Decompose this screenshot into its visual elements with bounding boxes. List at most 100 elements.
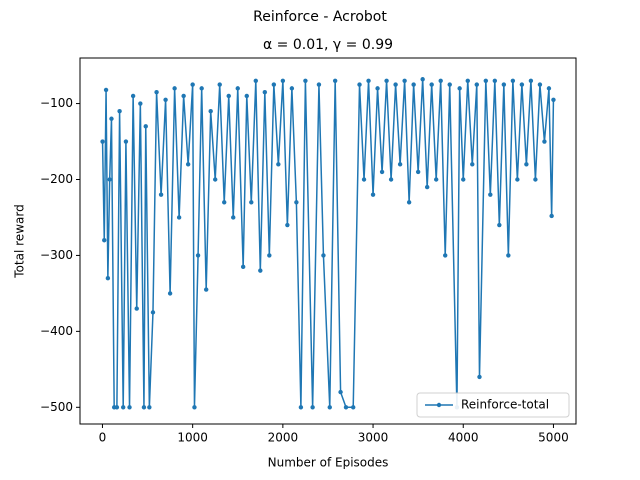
point	[406, 200, 412, 205]
point	[327, 405, 332, 410]
point	[546, 86, 552, 91]
point	[244, 93, 249, 99]
point	[343, 405, 349, 410]
point	[123, 139, 129, 144]
point	[433, 177, 439, 182]
point	[370, 192, 376, 197]
point	[294, 200, 299, 205]
point	[203, 287, 209, 292]
suptitle: Reinforce - Acrobot	[253, 9, 387, 25]
point	[438, 78, 443, 83]
x-tick-label: 4000	[448, 431, 479, 445]
point	[240, 264, 246, 270]
point	[117, 108, 122, 114]
point	[235, 86, 240, 91]
point	[217, 82, 222, 87]
point	[361, 177, 367, 182]
series-line	[101, 79, 555, 409]
point	[280, 78, 286, 83]
point	[143, 124, 148, 129]
point	[388, 177, 394, 182]
x-axis-label: Number of Episodes	[268, 456, 389, 470]
point	[226, 93, 231, 99]
point	[103, 87, 109, 93]
point	[351, 405, 356, 410]
point	[150, 310, 156, 315]
point	[109, 116, 114, 121]
point	[483, 78, 489, 83]
x-tick-label: 1000	[177, 431, 208, 445]
point	[222, 200, 227, 205]
point	[185, 162, 191, 167]
point	[537, 82, 543, 87]
point	[192, 405, 197, 410]
point	[100, 139, 105, 144]
point	[163, 97, 168, 102]
point	[158, 192, 164, 197]
point	[488, 192, 493, 197]
point	[492, 78, 498, 83]
y-tick-label: −500	[40, 400, 73, 414]
point	[147, 405, 152, 410]
point	[375, 86, 380, 91]
point	[461, 177, 466, 182]
point	[141, 405, 147, 410]
point	[303, 78, 308, 83]
point	[127, 405, 132, 410]
point	[510, 78, 516, 83]
legend-label: Reinforce-total	[461, 398, 549, 412]
point	[199, 86, 204, 91]
point	[181, 93, 186, 99]
point	[506, 253, 511, 258]
point	[154, 89, 159, 95]
point	[465, 78, 470, 83]
point	[208, 108, 213, 114]
point	[138, 101, 143, 106]
point	[332, 78, 338, 83]
point	[249, 200, 254, 205]
point	[549, 213, 554, 219]
point	[105, 276, 111, 281]
point	[310, 405, 315, 410]
point	[443, 253, 448, 258]
point	[519, 82, 525, 87]
point	[267, 253, 272, 258]
point	[172, 86, 177, 91]
legend-box	[416, 392, 570, 418]
point	[447, 82, 452, 87]
point	[551, 97, 556, 102]
point	[190, 82, 195, 87]
x-tick-label: 0	[99, 431, 107, 445]
point	[497, 222, 502, 228]
point	[262, 89, 268, 95]
point	[397, 162, 403, 167]
y-tick-label: −400	[40, 324, 73, 338]
point	[415, 169, 421, 175]
point	[524, 162, 529, 167]
y-tick-label: −100	[40, 96, 73, 110]
x-tick-label: 3000	[358, 431, 389, 445]
point	[501, 82, 507, 87]
point	[515, 177, 520, 182]
x-tick-label: 2000	[268, 431, 299, 445]
point	[411, 82, 416, 87]
point	[253, 78, 258, 83]
point	[285, 222, 290, 228]
point	[393, 82, 398, 87]
chart-title: α = 0.01, γ = 0.99	[263, 37, 393, 53]
point	[424, 184, 430, 190]
point	[258, 268, 263, 273]
point	[366, 78, 371, 83]
point	[477, 374, 482, 380]
point	[107, 177, 112, 182]
point	[420, 77, 425, 82]
point	[195, 253, 201, 258]
point	[167, 291, 173, 296]
point	[379, 169, 385, 175]
point	[470, 162, 475, 167]
point	[213, 177, 218, 182]
point	[271, 82, 277, 87]
point	[130, 93, 136, 99]
